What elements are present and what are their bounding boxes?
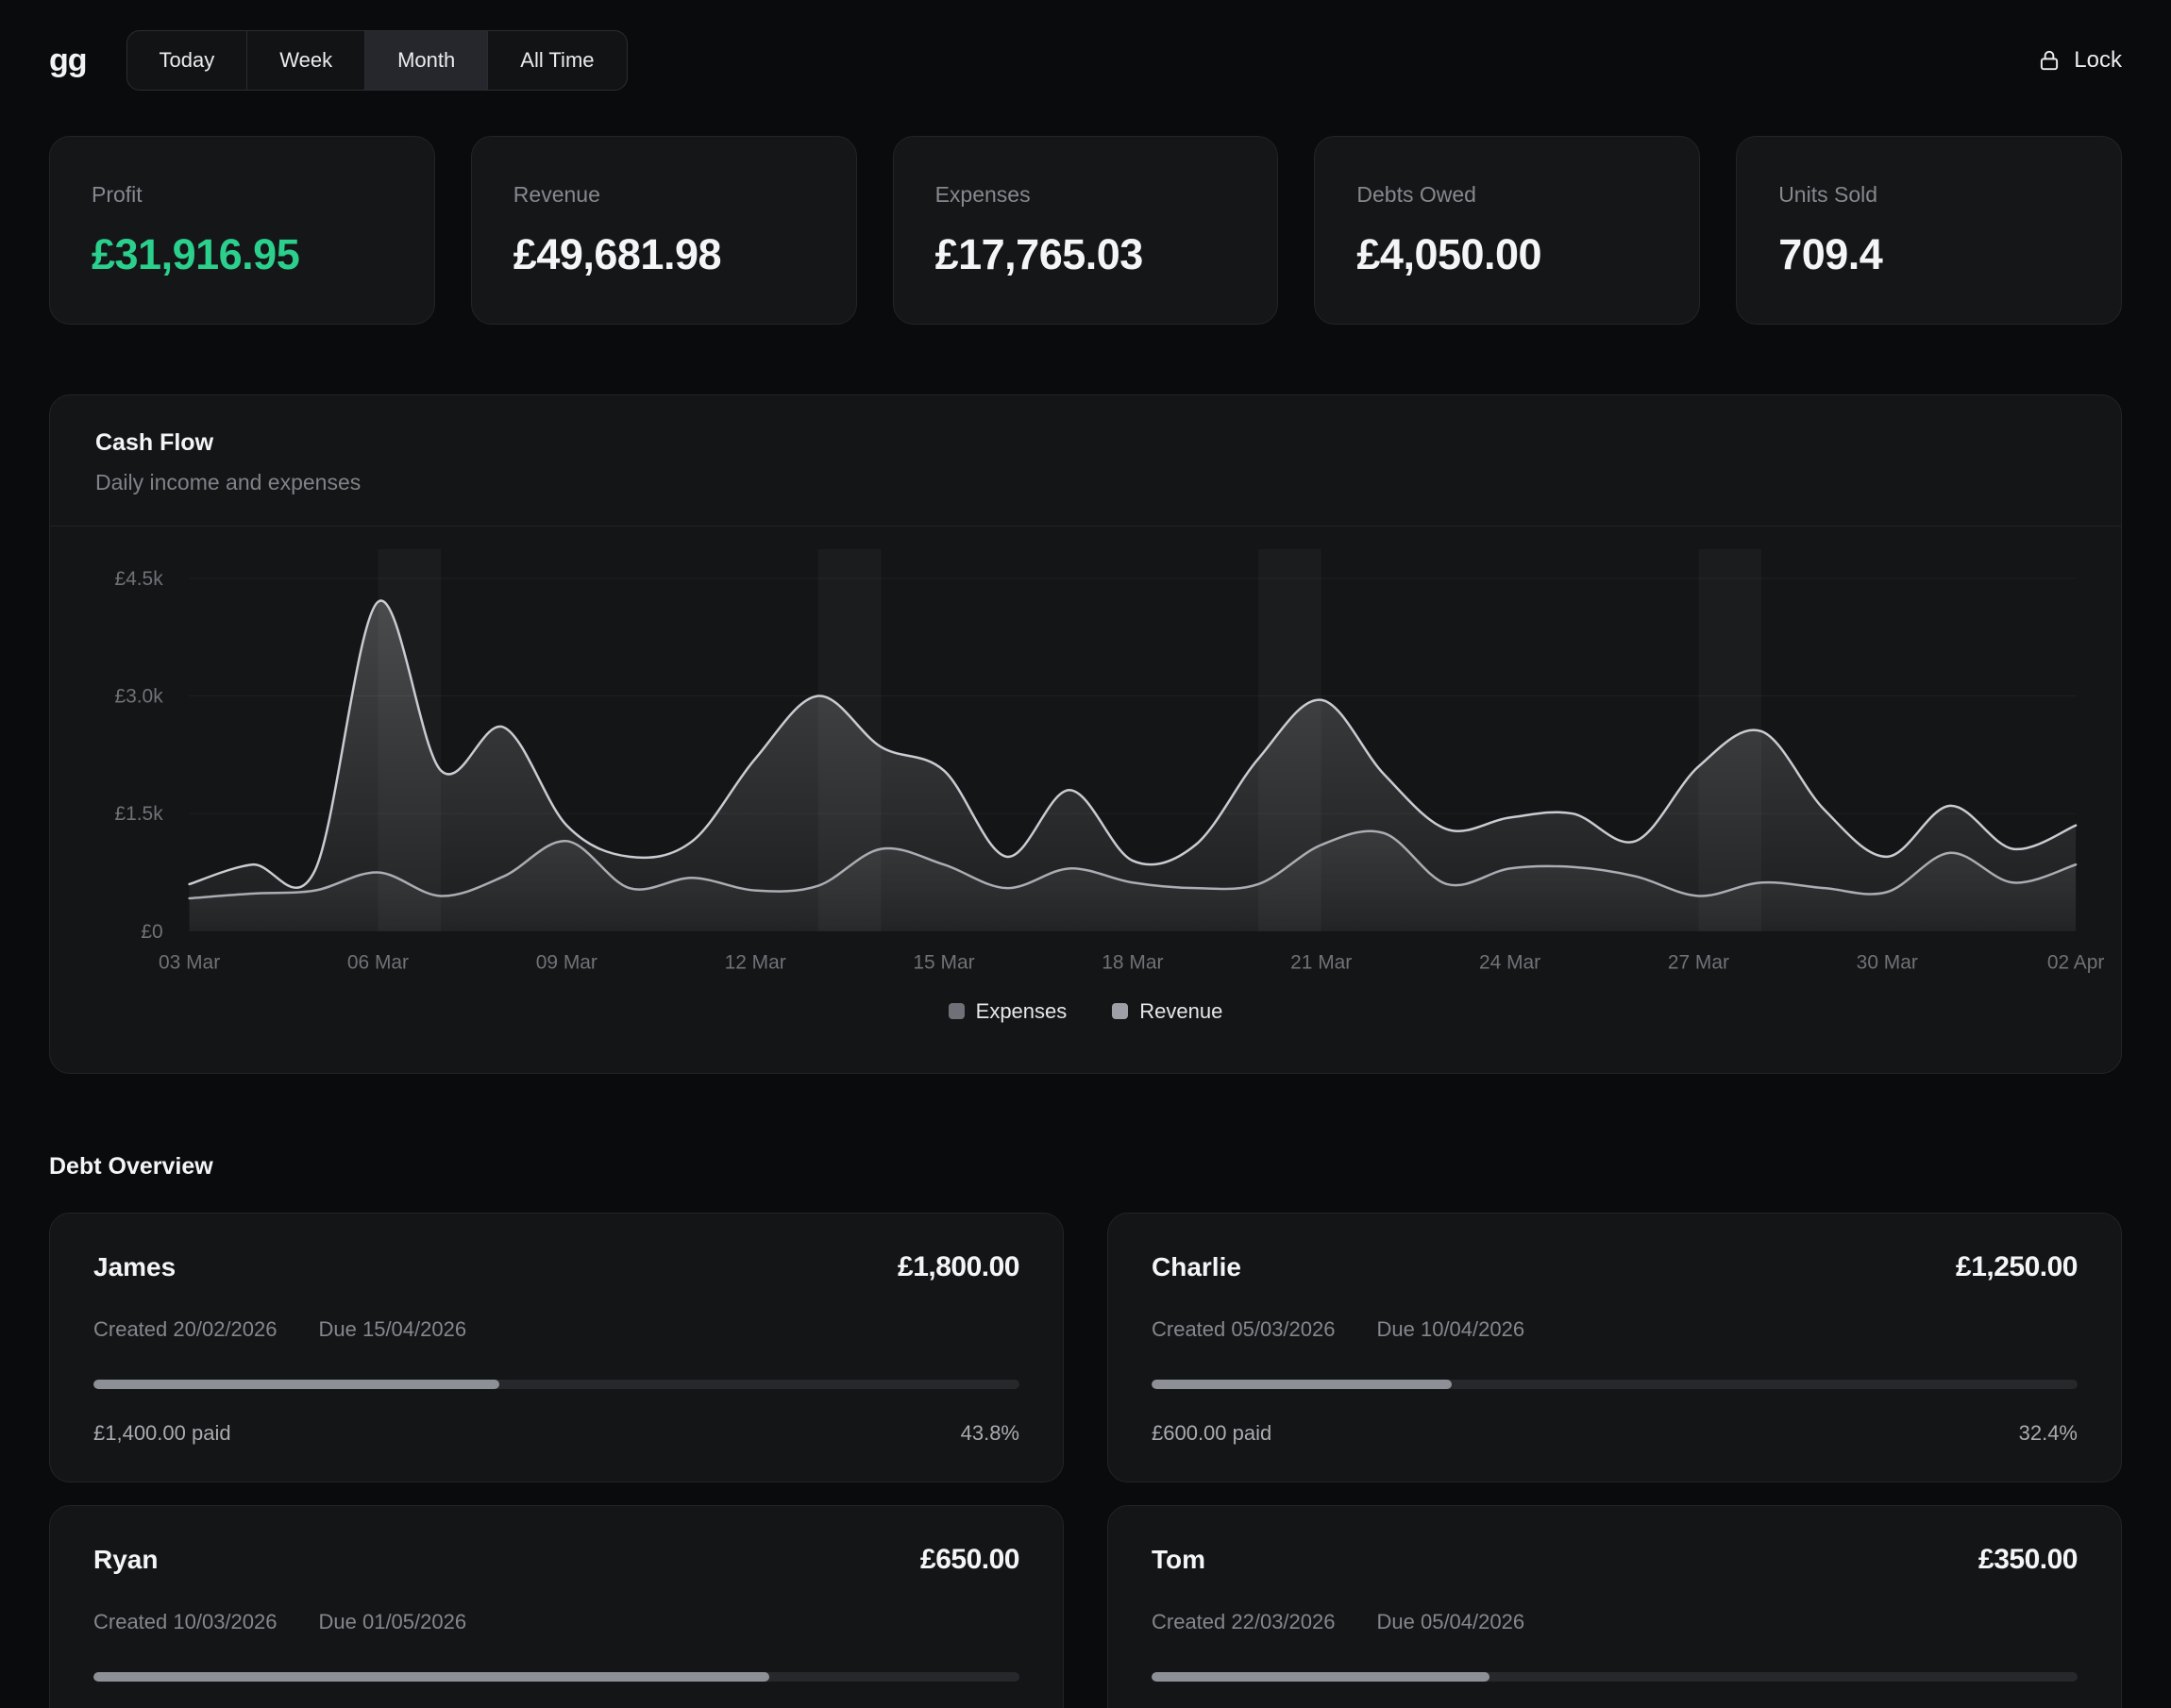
debt-created-date: Created 20/02/2026: [93, 1317, 278, 1342]
top-bar: gg Today Week Month All Time Lock: [49, 26, 2122, 94]
expenses-swatch-icon: [949, 1003, 965, 1019]
debt-progress-bar: [1152, 1380, 2078, 1389]
debt-created-date: Created 10/03/2026: [93, 1610, 278, 1634]
debt-amount: £650.00: [920, 1544, 1019, 1576]
chart-body: £0 £1.5k £3.0k £4.5k 03 Mar 06 Mar 09 Mar 12 Ma…: [50, 527, 2121, 1073]
svg-text:30 Mar: 30 Mar: [1857, 952, 1918, 974]
debt-created-date: Created 05/03/2026: [1152, 1317, 1336, 1342]
stat-label: Units Sold: [1778, 182, 2079, 208]
svg-text:15 Mar: 15 Mar: [913, 952, 974, 974]
debt-progress-fill: [1152, 1672, 1489, 1682]
debt-percent-label: 32.4%: [2019, 1421, 2078, 1446]
stat-card-revenue: Revenue £49,681.98: [471, 136, 857, 325]
svg-text:02 Apr: 02 Apr: [2047, 952, 2105, 974]
stat-label: Expenses: [935, 182, 1237, 208]
chart-subtitle: Daily income and expenses: [95, 470, 2076, 495]
tab-today[interactable]: Today: [127, 31, 248, 90]
debt-due-date: Due 01/05/2026: [319, 1610, 467, 1634]
debtor-name: Charlie: [1152, 1252, 1241, 1282]
debtor-name: Tom: [1152, 1545, 1205, 1575]
lock-button[interactable]: Lock: [2037, 47, 2122, 74]
debt-card-ryan: Ryan £650.00 Created 10/03/2026 Due 01/0…: [49, 1505, 1064, 1708]
debt-card-charlie: Charlie £1,250.00 Created 05/03/2026 Due…: [1107, 1213, 2122, 1482]
svg-text:18 Mar: 18 Mar: [1102, 952, 1163, 974]
cash-flow-card: Cash Flow Daily income and expenses £0 £1…: [49, 394, 2122, 1074]
stat-value: £49,681.98: [513, 230, 815, 279]
app-logo: gg: [49, 42, 87, 79]
legend-item-expenses: Expenses: [949, 999, 1068, 1024]
debt-paid-label: £600.00 paid: [1152, 1421, 1271, 1446]
debt-progress-fill: [93, 1380, 499, 1389]
time-range-tabs: Today Week Month All Time: [126, 30, 628, 91]
stat-card-expenses: Expenses £17,765.03: [893, 136, 1279, 325]
stat-value: 709.4: [1778, 230, 2079, 279]
svg-text:03 Mar: 03 Mar: [159, 952, 220, 974]
debt-card-tom: Tom £350.00 Created 22/03/2026 Due 05/04…: [1107, 1505, 2122, 1708]
svg-text:06 Mar: 06 Mar: [347, 952, 409, 974]
cash-flow-header: Cash Flow Daily income and expenses: [50, 395, 2121, 527]
debt-progress-bar: [1152, 1672, 2078, 1682]
legend-label: Expenses: [976, 999, 1068, 1024]
legend-label: Revenue: [1139, 999, 1222, 1024]
debt-due-date: Due 10/04/2026: [1377, 1317, 1525, 1342]
stat-label: Revenue: [513, 182, 815, 208]
stat-label: Debts Owed: [1356, 182, 1658, 208]
svg-text:£1.5k: £1.5k: [114, 803, 163, 825]
legend-item-revenue: Revenue: [1112, 999, 1222, 1024]
svg-text:24 Mar: 24 Mar: [1479, 952, 1540, 974]
svg-text:09 Mar: 09 Mar: [536, 952, 597, 974]
lock-icon: [2037, 48, 2062, 73]
debt-due-date: Due 05/04/2026: [1377, 1610, 1525, 1634]
lock-label: Lock: [2074, 47, 2122, 74]
tab-week[interactable]: Week: [247, 31, 365, 90]
stat-card-profit: Profit £31,916.95: [49, 136, 435, 325]
debt-due-date: Due 15/04/2026: [319, 1317, 467, 1342]
debt-amount: £1,800.00: [898, 1251, 1019, 1283]
stat-card-debts-owed: Debts Owed £4,050.00: [1314, 136, 1700, 325]
debt-paid-label: £1,400.00 paid: [93, 1421, 231, 1446]
debt-created-date: Created 22/03/2026: [1152, 1610, 1336, 1634]
svg-text:£4.5k: £4.5k: [114, 568, 163, 590]
stats-row: Profit £31,916.95 Revenue £49,681.98 Exp…: [49, 136, 2122, 325]
stat-card-units-sold: Units Sold 709.4: [1736, 136, 2122, 325]
debt-amount: £1,250.00: [1956, 1251, 2078, 1283]
svg-text:21 Mar: 21 Mar: [1290, 952, 1352, 974]
debt-progress-fill: [1152, 1380, 1452, 1389]
stat-value: £17,765.03: [935, 230, 1237, 279]
tab-month[interactable]: Month: [365, 31, 488, 90]
cash-flow-chart-canvas: £0 £1.5k £3.0k £4.5k 03 Mar 06 Mar 09 Mar 12 Ma…: [50, 534, 2121, 986]
debt-progress-fill: [93, 1672, 769, 1682]
debt-card-james: James £1,800.00 Created 20/02/2026 Due 1…: [49, 1213, 1064, 1482]
chart-title: Cash Flow: [95, 429, 2076, 457]
revenue-swatch-icon: [1112, 1003, 1128, 1019]
stat-label: Profit: [92, 182, 393, 208]
tab-all-time[interactable]: All Time: [488, 31, 626, 90]
stat-value: £4,050.00: [1356, 230, 1658, 279]
debt-percent-label: 43.8%: [961, 1421, 1019, 1446]
debtor-name: James: [93, 1252, 176, 1282]
chart-legend: Expenses Revenue: [50, 986, 2121, 1073]
svg-text:27 Mar: 27 Mar: [1668, 952, 1729, 974]
svg-text:£0: £0: [141, 921, 162, 943]
stat-value: £31,916.95: [92, 230, 393, 279]
debt-overview-heading: Debt Overview: [49, 1153, 2122, 1181]
debt-grid: James £1,800.00 Created 20/02/2026 Due 1…: [49, 1213, 2122, 1708]
debtor-name: Ryan: [93, 1545, 158, 1575]
debt-progress-bar: [93, 1380, 1019, 1389]
svg-text:12 Mar: 12 Mar: [725, 952, 786, 974]
svg-text:£3.0k: £3.0k: [114, 686, 163, 708]
debt-progress-bar: [93, 1672, 1019, 1682]
debt-amount: £350.00: [1978, 1544, 2078, 1576]
